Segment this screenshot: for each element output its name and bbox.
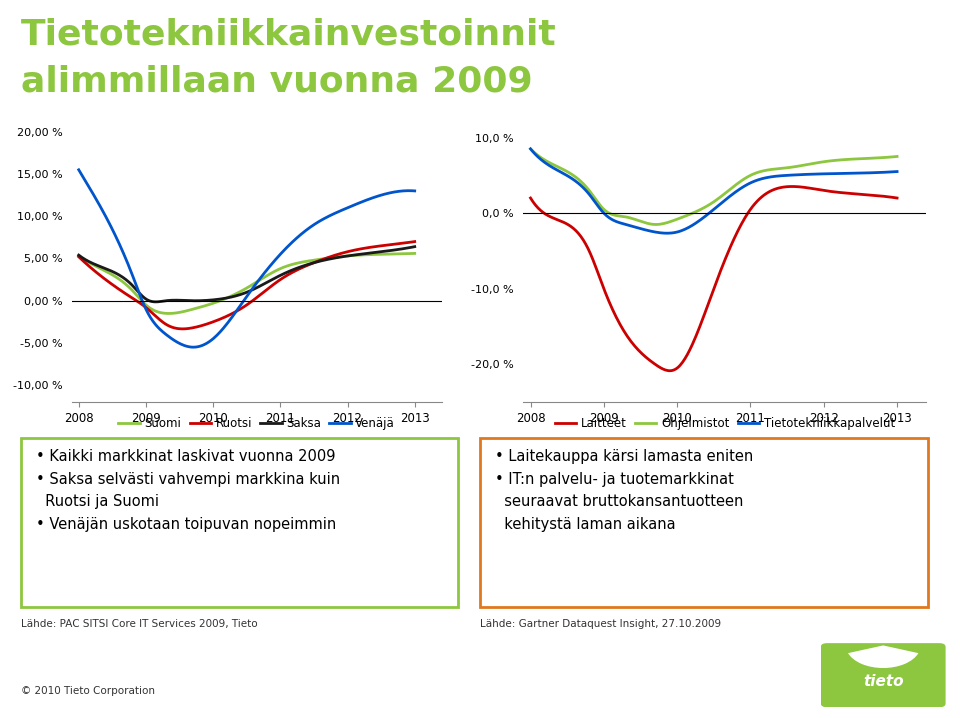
Wedge shape: [848, 645, 919, 668]
Text: alimmillaan vuonna 2009: alimmillaan vuonna 2009: [21, 65, 533, 98]
Text: Lähde: PAC SITSI Core IT Services 2009, Tieto: Lähde: PAC SITSI Core IT Services 2009, …: [21, 619, 257, 629]
Text: © 2010 Tieto Corporation: © 2010 Tieto Corporation: [21, 686, 156, 696]
Text: Tietotekniikkainvestoinnit: Tietotekniikkainvestoinnit: [21, 18, 557, 52]
Text: Lähde: Gartner Dataquest Insight, 27.10.2009: Lähde: Gartner Dataquest Insight, 27.10.…: [480, 619, 721, 629]
Text: • Laitekauppa kärsi lamasta eniten
• IT:n palvelu- ja tuotemarkkinat
  seuraavat: • Laitekauppa kärsi lamasta eniten • IT:…: [495, 449, 754, 532]
FancyBboxPatch shape: [821, 643, 946, 707]
Text: • Kaikki markkinat laskivat vuonna 2009
• Saksa selvästi vahvempi markkina kuin
: • Kaikki markkinat laskivat vuonna 2009 …: [36, 449, 341, 532]
Legend: Suomi, Ruotsi, Saksa, Venäjä: Suomi, Ruotsi, Saksa, Venäjä: [113, 413, 400, 435]
Text: tieto: tieto: [863, 674, 903, 689]
Legend: Laitteet, Ohjelmistot, Tietotekniikkapalvelut: Laitteet, Ohjelmistot, Tietotekniikkapal…: [550, 413, 900, 435]
